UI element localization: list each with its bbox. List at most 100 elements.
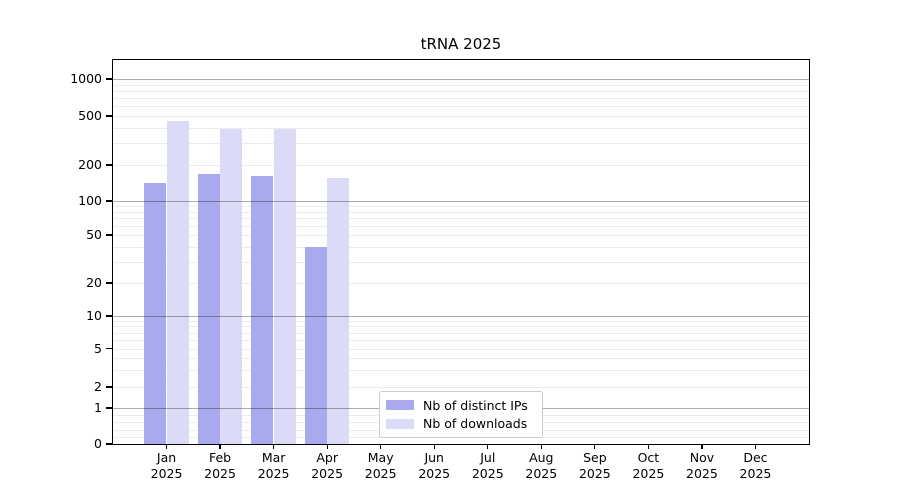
legend-label: Nb of downloads [423,416,528,432]
minor-gridline [113,235,809,236]
x-tick-mark [701,444,703,449]
x-tick-label-mar: Mar 2025 [247,450,301,481]
x-tick-mark [433,444,435,449]
year-label: 2025 [739,465,772,481]
year-label: 2025 [578,465,611,481]
bar-feb-downloads [220,129,243,444]
month-label: Jan [156,450,177,465]
y-tick-label-5: 5 [94,340,102,356]
y-tick-label-0: 0 [94,436,102,451]
minor-gridline [113,106,809,108]
y-tick-mark [106,443,113,445]
x-tick-mark [273,444,275,449]
y-tick-mark [106,234,113,236]
downloads-legend-swatch [386,418,414,430]
x-tick-mark [754,444,757,449]
month-label: Jun [424,450,444,465]
x-tick-mark [540,444,542,449]
bar-apr-distinct-ips [304,246,327,444]
minor-gridline [113,206,809,208]
y-tick-mark [106,164,113,166]
bar-jan-downloads [166,121,189,444]
year-label: 2025 [525,465,558,481]
y-tick-mark [106,115,113,117]
y-tick-mark [106,78,113,80]
minor-gridline [113,320,809,322]
minor-gridline [113,90,809,92]
year-label: 2025 [257,465,290,481]
y-tick-label-200: 200 [78,157,102,172]
minor-gridline [113,261,809,263]
y-tick-mark [106,386,113,388]
minor-gridline [113,218,809,220]
month-label: Oct [637,450,660,465]
legend-entry-distinct-ips: Nb of distinct IPs [386,398,538,413]
month-label: Aug [529,450,554,465]
x-tick-label-jul: Jul 2025 [461,450,515,481]
year-label: 2025 [364,465,397,481]
y-tick-mark [106,347,113,350]
major-gridline [113,201,809,202]
x-tick-mark [165,444,168,449]
month-label: Mar [261,450,286,465]
major-gridline [113,79,809,80]
minor-gridline [113,326,809,328]
x-tick-label-nov: Nov 2025 [675,450,729,481]
x-tick-mark [647,444,649,449]
minor-gridline [113,283,809,284]
minor-gridline [113,211,809,213]
minor-gridline [113,246,809,248]
minor-gridline [113,143,809,145]
minor-gridline [113,369,809,371]
minor-gridline [113,332,809,334]
minor-gridline [113,339,809,341]
x-tick-label-may: May 2025 [354,450,408,481]
x-tick-label-dec: Dec 2025 [728,450,782,481]
minor-gridline [113,348,809,350]
y-tick-label-100: 100 [78,193,102,208]
month-label: Sep [583,450,607,465]
y-tick-label-10: 10 [86,308,102,323]
month-label: May [367,450,394,465]
x-tick-mark [594,444,596,449]
x-tick-mark [380,444,382,449]
x-tick-mark [487,444,489,449]
x-tick-mark [219,444,221,449]
y-tick-label-50: 50 [86,227,102,242]
x-tick-label-oct: Oct 2025 [621,450,675,481]
y-tick-mark [106,407,113,409]
bar-mar-distinct-ips [251,175,274,444]
year-label: 2025 [418,465,451,481]
year-label: 2025 [311,465,344,481]
x-tick-mark [326,444,328,449]
year-label: 2025 [204,465,236,481]
y-tick-mark [106,315,113,317]
minor-gridline [113,98,809,100]
year-label: 2025 [632,465,665,481]
x-tick-label-feb: Feb 2025 [193,450,247,481]
minor-gridline [113,165,809,166]
bar-feb-distinct-ips [197,174,220,444]
legend-entry-downloads: Nb of downloads [386,416,538,431]
plot-area [113,60,809,444]
legend-label: Nb of distinct IPs [423,397,528,413]
month-label: Feb [208,450,232,465]
x-tick-label-jan: Jan 2025 [140,450,194,481]
year-label: 2025 [471,465,504,481]
month-label: Apr [316,450,338,465]
y-tick-label-20: 20 [86,275,102,290]
bar-apr-downloads [327,178,350,444]
month-label: Dec [743,450,768,465]
distinct-ips-legend-swatch [386,399,414,411]
x-tick-label-apr: Apr 2025 [300,450,354,481]
legend: Nb of distinct IPs Nb of downloads [379,391,543,438]
y-tick-label-1: 1 [94,400,102,415]
major-gridline [113,316,809,317]
minor-gridline [113,357,809,359]
x-tick-label-jun: Jun 2025 [407,450,461,481]
minor-gridline [113,226,809,228]
y-tick-mark [106,200,113,202]
y-tick-mark [106,282,113,284]
year-label: 2025 [686,465,718,481]
